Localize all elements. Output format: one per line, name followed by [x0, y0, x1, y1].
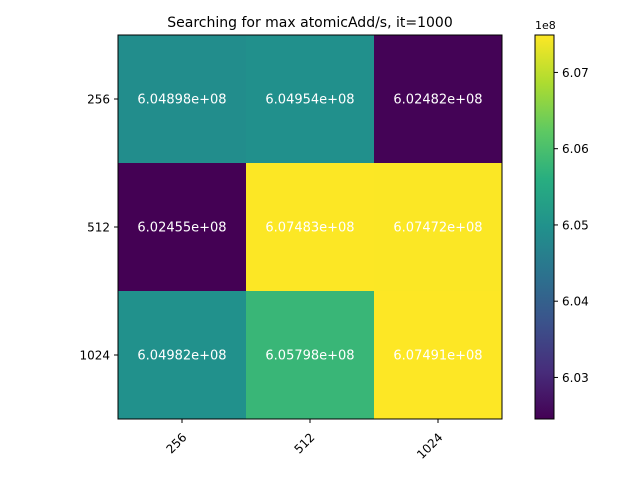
- y-tick-label: 1024: [79, 349, 110, 363]
- colorbar-tick-label: 6.07: [562, 66, 589, 80]
- y-tick-label: 512: [87, 221, 110, 235]
- x-tick-label: 256: [163, 430, 189, 456]
- cell-value-label: 6.04982e+08: [137, 349, 226, 364]
- colorbar-offset-label: 1e8: [535, 19, 556, 32]
- cell-value-label: 6.07483e+08: [265, 221, 354, 236]
- colorbar-frame: [534, 34, 555, 420]
- chart-title: Searching for max atomicAdd/s, it=1000: [167, 15, 452, 31]
- cell-value-label: 6.05798e+08: [265, 349, 354, 364]
- x-tick-label: 512: [291, 430, 317, 456]
- y-tick-label: 256: [87, 93, 110, 107]
- colorbar-tick-label: 6.06: [562, 142, 589, 156]
- heatmap-cell: [118, 291, 246, 419]
- x-tick-label: 1024: [414, 430, 445, 461]
- cell-value-label: 6.04898e+08: [137, 93, 226, 108]
- heatmap-cell: [374, 35, 502, 163]
- colorbar-tick-label: 6.05: [562, 218, 589, 232]
- colorbar-tick-label: 6.03: [562, 371, 589, 385]
- cell-value-label: 6.07491e+08: [393, 349, 482, 364]
- heatmap-cell: [374, 163, 502, 291]
- heatmap-cell: [246, 35, 374, 163]
- heatmap-cell: [374, 291, 502, 419]
- heatmap-cell: [246, 291, 374, 419]
- heatmap-cell: [118, 163, 246, 291]
- cell-value-label: 6.07472e+08: [393, 221, 482, 236]
- cell-value-label: 6.02482e+08: [393, 93, 482, 108]
- colorbar: [535, 35, 554, 419]
- colorbar-tick-label: 6.04: [562, 295, 589, 309]
- heatmap-cell: [118, 35, 246, 163]
- cell-value-label: 6.02455e+08: [137, 221, 226, 236]
- heatmap-cell: [246, 163, 374, 291]
- cell-value-label: 6.04954e+08: [265, 93, 354, 108]
